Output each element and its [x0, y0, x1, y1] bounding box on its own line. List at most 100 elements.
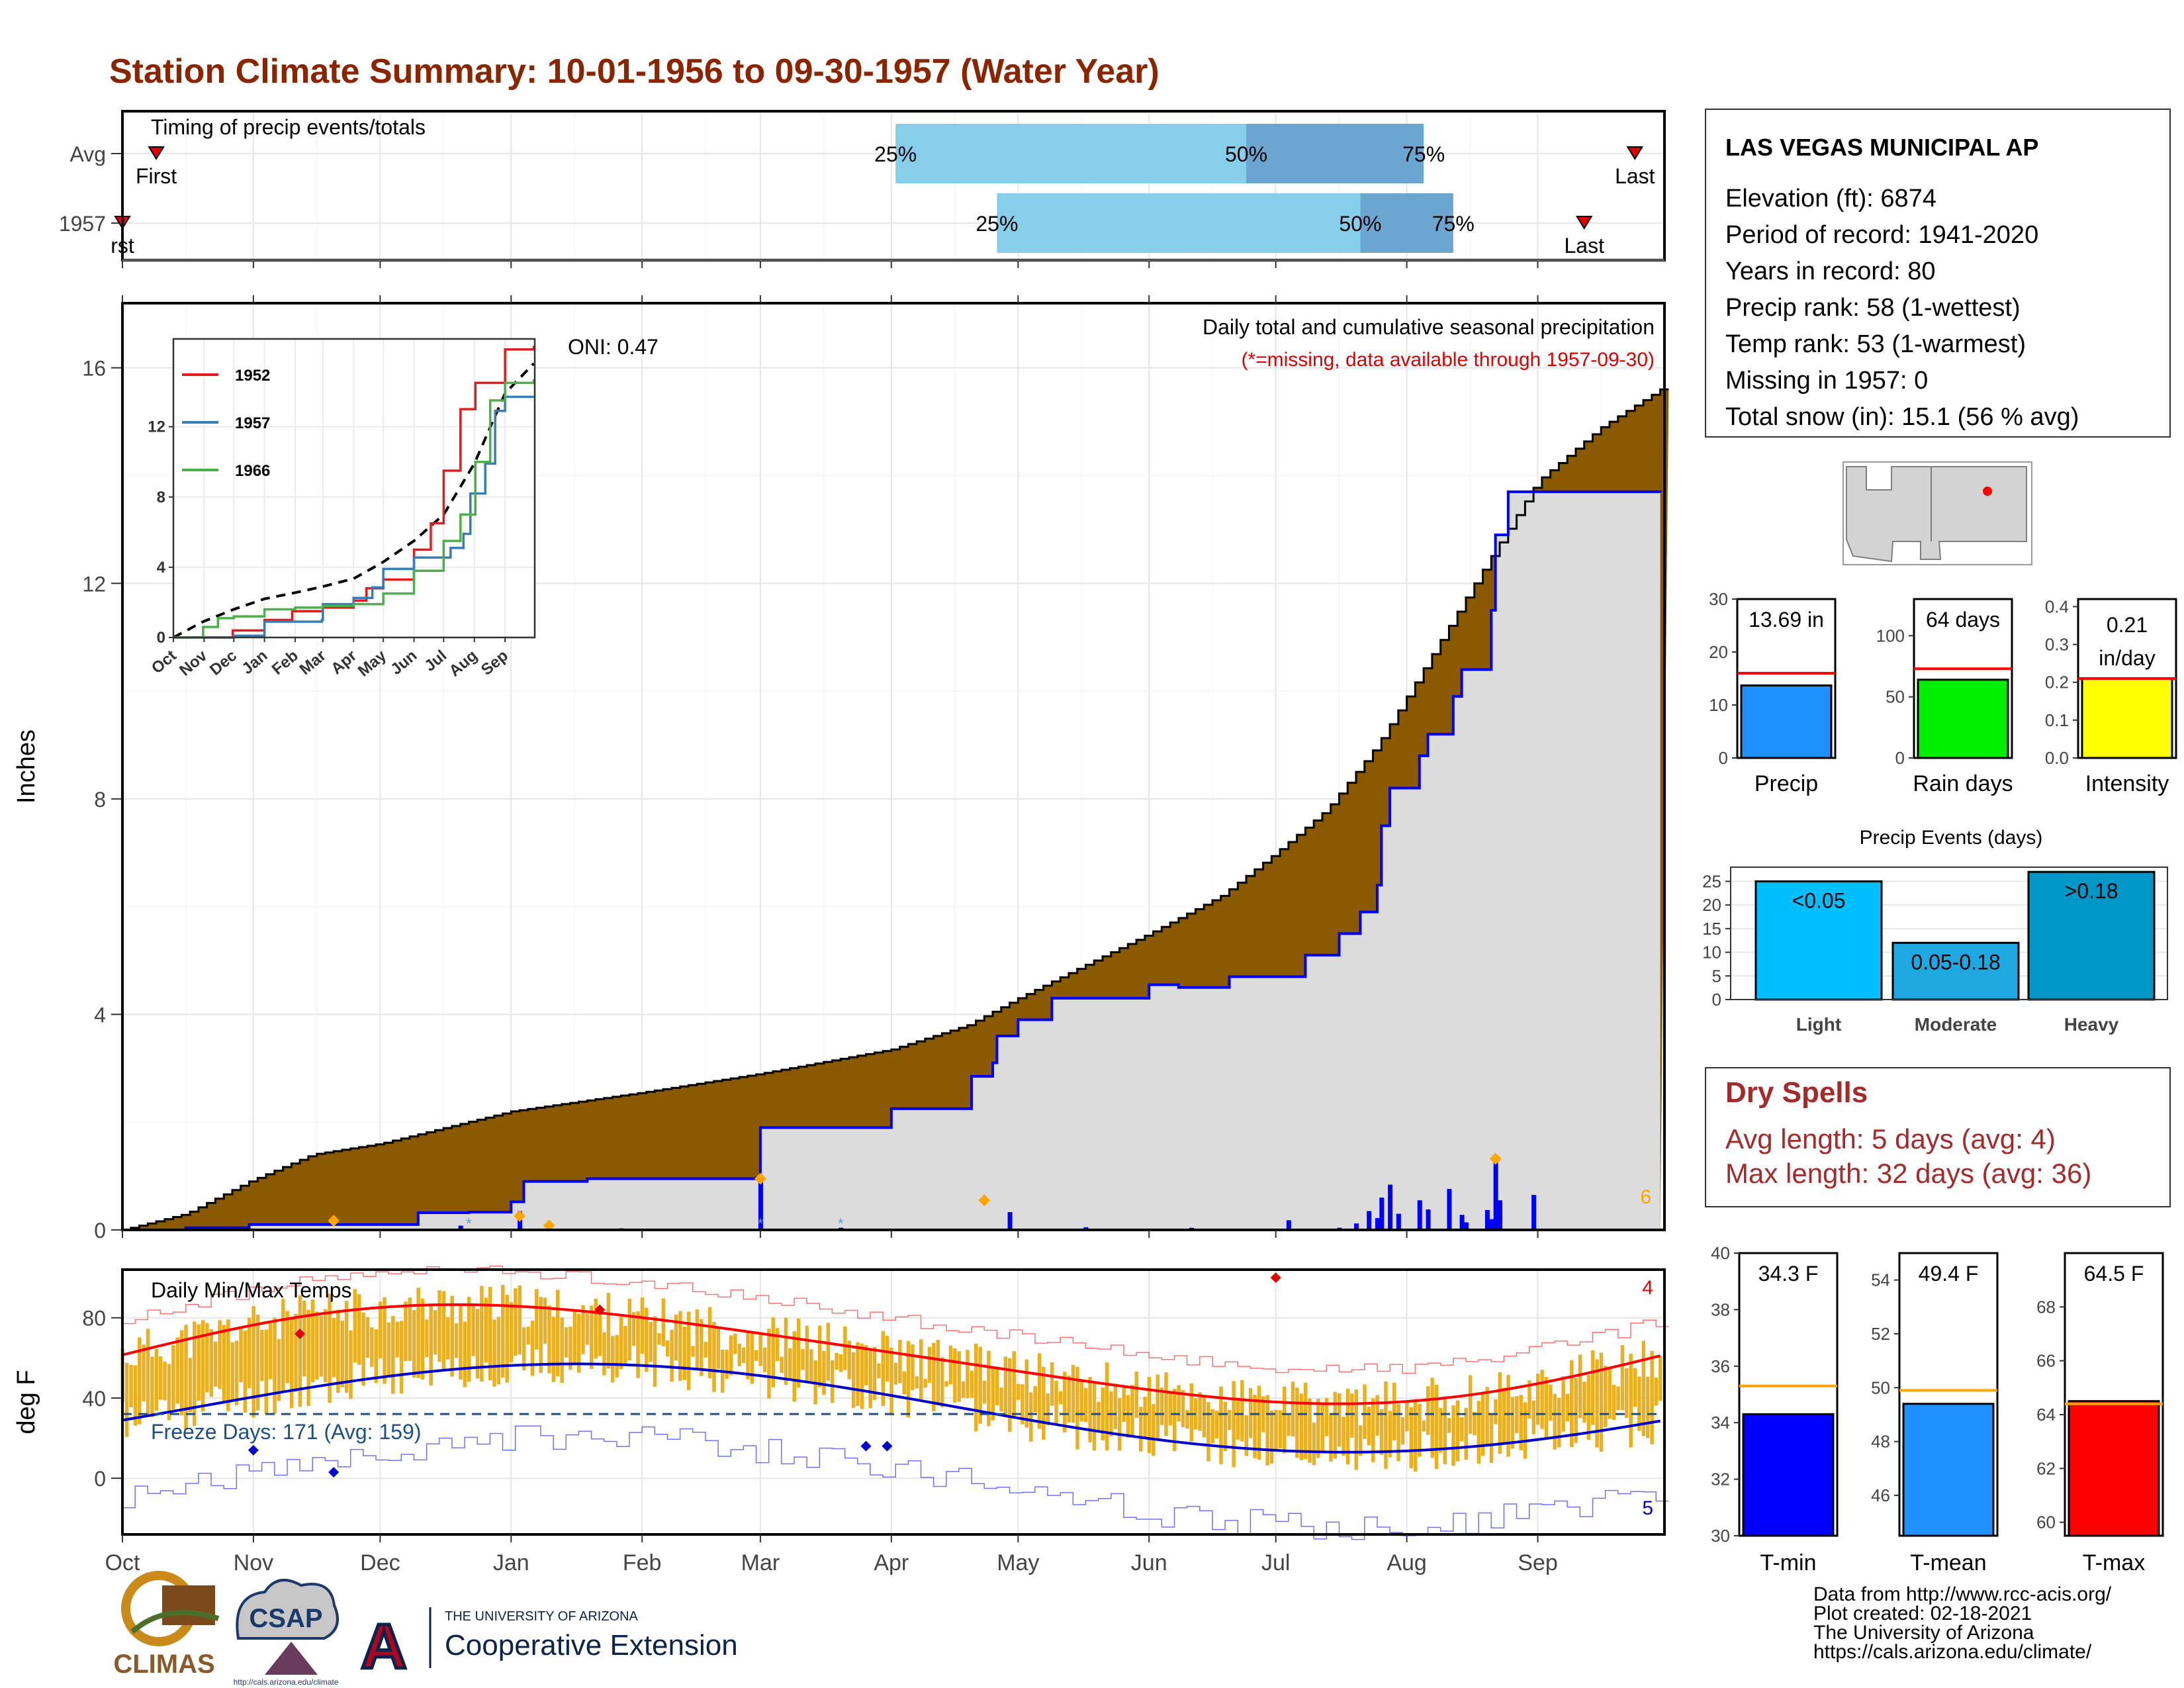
daily-temp-bar: [1570, 1360, 1574, 1448]
record-high-count: 4: [1642, 1277, 1653, 1299]
daily-temp-bar: [750, 1333, 754, 1384]
temp-bar-tick-label: 46: [1871, 1485, 1890, 1505]
daily-temp-bar: [817, 1325, 822, 1387]
daily-temp-bar: [1468, 1375, 1473, 1434]
daily-temp-bar: [239, 1327, 243, 1383]
daily-temp-bar: [319, 1316, 324, 1377]
daily-temp-bar: [255, 1314, 260, 1411]
temp-bar: [1742, 1413, 1835, 1537]
credit-line: https://cals.arizona.edu/climate/: [1813, 1641, 2092, 1663]
daily-temp-bar: [395, 1321, 399, 1358]
annual-bars: 13.69 in 0 10 20 30 Precip 64 days 0 50 100 Rain d…: [1709, 589, 2177, 796]
daily-temp-bar: [856, 1342, 860, 1406]
record-low-marker: [860, 1440, 872, 1452]
daily-temp-bar: [893, 1362, 898, 1385]
daily-temp-bar: [1189, 1383, 1194, 1442]
events-tick-label: 25: [1702, 871, 1721, 891]
daily-temp-bar: [1244, 1415, 1249, 1456]
daily-temp-bar: [1083, 1387, 1088, 1423]
inset-legend-label: 1966: [235, 462, 270, 480]
daily-temp-bar: [374, 1329, 379, 1383]
daily-temp-bar: [885, 1335, 889, 1382]
daily-temp-bar: [1565, 1393, 1570, 1422]
daily-temp-bar: [576, 1313, 581, 1373]
daily-temp-bar: [1400, 1417, 1405, 1445]
daily-temp-bar: [1265, 1395, 1269, 1466]
events-title: Precip Events (days): [1860, 827, 2043, 849]
record-low-marker: [328, 1467, 340, 1478]
mini-bar-value: 0.21: [2107, 613, 2148, 637]
freeze-days-text: Freeze Days: 171 (Avg: 159): [151, 1420, 422, 1444]
temp-bar-value: 34.3 F: [1758, 1262, 1819, 1286]
timing-p50-label: 50%: [1225, 142, 1267, 166]
daily-temp-bar: [839, 1354, 843, 1372]
station-info-line: Years in record: 80: [1725, 258, 1936, 285]
inset-ytick-label: 4: [157, 559, 166, 577]
daily-temp-bar: [150, 1356, 154, 1417]
daily-temp-bar: [133, 1365, 138, 1426]
daily-precip-bar: [1007, 1212, 1013, 1230]
csap-logo-mountain: [265, 1642, 318, 1675]
daily-temp-bar: [475, 1309, 480, 1379]
daily-temp-bar: [1303, 1382, 1308, 1460]
daily-temp-bar: [792, 1331, 796, 1402]
inset-legend-label: 1952: [235, 367, 270, 385]
timing-bar-25-50: [895, 124, 1247, 183]
event-bar-value: <0.05: [1792, 888, 1846, 912]
daily-temp-bar: [1418, 1403, 1422, 1457]
daily-temp-bar: [1164, 1372, 1168, 1436]
daily-temp-bar: [323, 1309, 328, 1383]
daily-temp-bar: [391, 1315, 395, 1394]
daily-temp-bar: [1641, 1340, 1646, 1436]
missing-marker: *: [758, 1215, 764, 1232]
precip-ytick-label: 0: [94, 1219, 106, 1243]
daily-temp-bar: [526, 1327, 530, 1345]
month-label: Mar: [741, 1550, 780, 1575]
timing-title: Timing of precip events/totals: [151, 115, 426, 139]
daily-temp-bar: [1426, 1386, 1430, 1435]
climas-logo-swoosh: [130, 1610, 220, 1634]
daily-temp-bar: [387, 1322, 391, 1376]
temp-bar-tick-label: 38: [1711, 1299, 1730, 1319]
csap-logo-cloud: [236, 1579, 339, 1640]
mini-bar: [1740, 684, 1833, 759]
daily-temp-bar: [1316, 1399, 1320, 1458]
daily-temp-bar: [1202, 1397, 1206, 1438]
timing-p25-label: 25%: [874, 142, 917, 166]
timing-panel: Timing of precip events/totals Avg 25% 50% 7…: [59, 110, 1666, 268]
missing-marker: *: [466, 1215, 472, 1232]
daily-temp-bar: [158, 1356, 163, 1400]
daily-temp-bar: [1582, 1382, 1586, 1423]
credit-line: The University of Arizona: [1813, 1622, 2034, 1644]
timing-p50-label: 50%: [1339, 212, 1381, 236]
daily-precip-bar: [1447, 1189, 1452, 1230]
oni-value: ONI: 0.47: [568, 335, 659, 359]
daily-temp-bar: [167, 1364, 171, 1421]
snow-day-count: 6: [1640, 1186, 1651, 1208]
daily-temp-bar: [480, 1286, 484, 1382]
ua-small-text: THE UNIVERSITY OF ARIZONA: [445, 1609, 639, 1624]
daily-temp-bar: [590, 1305, 594, 1369]
inset-avg-line: [173, 362, 535, 639]
daily-temp-bar: [1599, 1352, 1604, 1452]
daily-temp-bar: [437, 1290, 441, 1362]
daily-temp-bar: [623, 1325, 627, 1366]
daily-temp-bar: [175, 1337, 179, 1404]
daily-temp-bar: [754, 1350, 758, 1361]
daily-temp-bar: [1050, 1362, 1054, 1406]
mini-bar-tick-label: 30: [1709, 589, 1728, 609]
daily-temp-bar: [1075, 1366, 1079, 1450]
location-map: [1843, 461, 2032, 565]
event-bar: [1891, 941, 2020, 1001]
daily-temp-bar: [1138, 1407, 1143, 1452]
daily-temp-bar: [1371, 1398, 1375, 1462]
daily-temp-bar: [953, 1348, 957, 1403]
daily-temp-bar: [1392, 1382, 1396, 1441]
daily-temp-bar: [1413, 1399, 1418, 1472]
precip-ytick-label: 16: [82, 357, 106, 381]
daily-temp-bar: [530, 1321, 535, 1376]
daily-temp-bar: [429, 1303, 433, 1386]
daily-temp-bar: [1291, 1382, 1295, 1437]
daily-temp-bar: [332, 1318, 336, 1378]
daily-temp-bar: [1616, 1386, 1620, 1411]
